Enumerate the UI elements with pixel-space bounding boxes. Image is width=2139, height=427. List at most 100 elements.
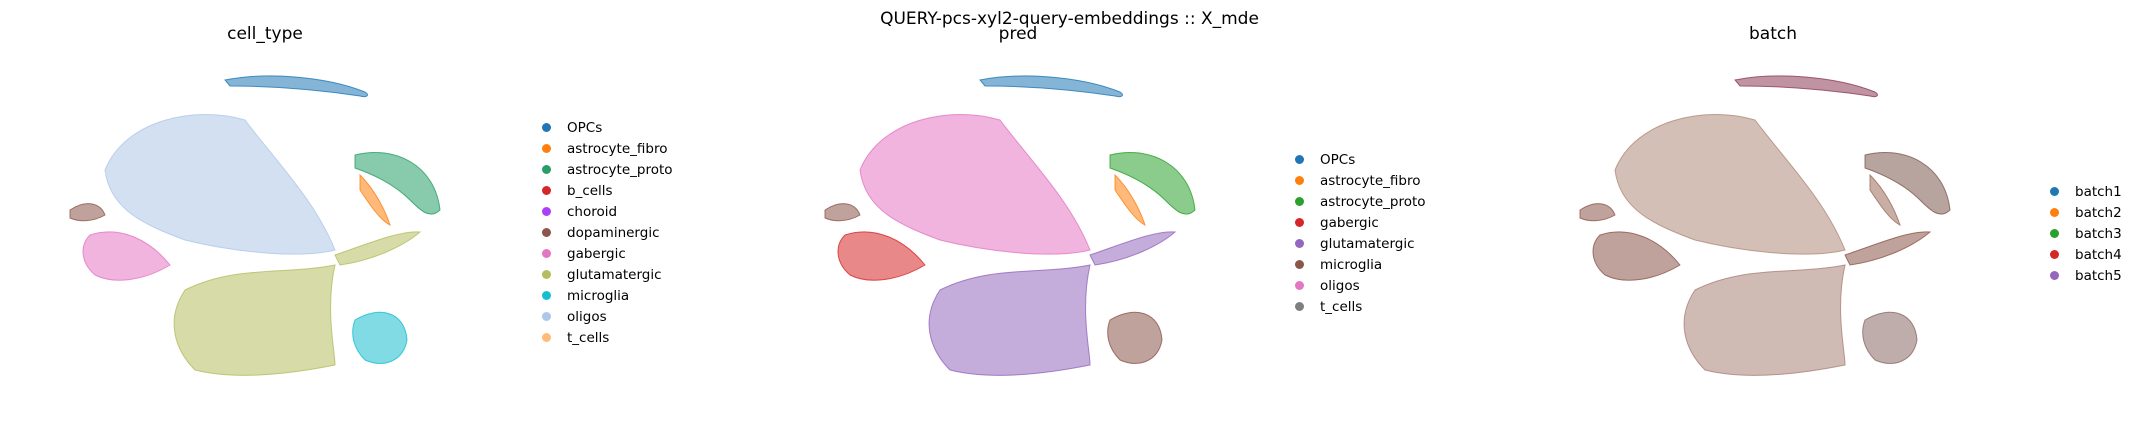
legend-label: t_cells: [567, 329, 610, 346]
legend-label: batch3: [2075, 225, 2122, 242]
legend-marker: [1295, 176, 1304, 185]
cluster-astro: [1864, 151, 1951, 215]
legend-label: batch2: [2075, 204, 2122, 221]
panel-title: batch: [1749, 24, 1797, 44]
legend-item: t_cells: [540, 327, 673, 348]
cluster-glut-branch: [1844, 231, 1932, 266]
legend-item: astrocyte_fibro: [1293, 170, 1426, 191]
cluster-gaba: [837, 231, 926, 281]
legend-label: t_cells: [1320, 298, 1363, 315]
legend: batch1 batch2 batch3 batch4 batch5: [2048, 181, 2122, 286]
legend-marker: [2050, 250, 2059, 259]
cluster-micro: [1107, 311, 1163, 364]
legend-marker: [542, 291, 551, 300]
legend-label: glutamatergic: [1320, 235, 1415, 252]
legend-marker: [1295, 218, 1304, 227]
cluster-oligos: [104, 114, 336, 255]
legend-marker: [1295, 302, 1304, 311]
cluster-astro-fibro: [1869, 173, 1901, 226]
legend-item: batch1: [2048, 181, 2122, 202]
legend-label: oligos: [1320, 277, 1360, 294]
legend-item: astrocyte_fibro: [540, 138, 673, 159]
legend-item: OPCs: [1293, 149, 1426, 170]
cluster-astro-fibro: [359, 173, 391, 226]
cluster-astro: [1109, 151, 1196, 215]
legend-item: gabergic: [540, 243, 673, 264]
panel-title: cell_type: [227, 24, 303, 44]
cluster-glut: [928, 264, 1091, 376]
legend-marker: [2050, 208, 2059, 217]
legend-item: oligos: [1293, 275, 1426, 296]
legend-label: choroid: [567, 203, 618, 220]
legend-item: choroid: [540, 201, 673, 222]
legend-label: gabergic: [567, 245, 626, 262]
cluster-micro: [352, 311, 408, 364]
legend-marker: [542, 333, 551, 342]
legend-item: t_cells: [1293, 296, 1426, 317]
cluster-dopa: [1579, 203, 1616, 222]
legend-label: OPCs: [1320, 151, 1356, 168]
legend-marker: [1295, 239, 1304, 248]
legend-item: glutamatergic: [540, 264, 673, 285]
legend-item: microglia: [1293, 254, 1426, 275]
legend-marker: [2050, 187, 2059, 196]
legend-label: astrocyte_proto: [567, 161, 673, 178]
legend-marker: [1295, 281, 1304, 290]
legend-marker: [542, 228, 551, 237]
cluster-astro-fibro: [1114, 173, 1146, 226]
legend-item: gabergic: [1293, 212, 1426, 233]
legend-item: astrocyte_proto: [540, 159, 673, 180]
embedding-plot: [69, 75, 441, 376]
legend-label: batch5: [2075, 267, 2122, 284]
legend-marker: [1295, 155, 1304, 164]
cluster-gaba: [1592, 231, 1681, 281]
legend-label: batch1: [2075, 183, 2122, 200]
cluster-dopa: [69, 203, 106, 222]
embedding-plot: [824, 75, 1196, 376]
legend-item: microglia: [540, 285, 673, 306]
legend-marker: [542, 165, 551, 174]
cluster-oligos: [1614, 114, 1846, 255]
legend-marker: [542, 123, 551, 132]
legend-item: dopaminergic: [540, 222, 673, 243]
legend-label: astrocyte_fibro: [1320, 172, 1421, 189]
legend-marker: [542, 207, 551, 216]
cluster-glut-branch: [1089, 231, 1177, 266]
legend-marker: [542, 186, 551, 195]
cluster-oligos: [859, 114, 1091, 255]
cluster-astro: [354, 151, 441, 215]
cluster-glut: [173, 264, 336, 376]
legend-marker: [1295, 260, 1304, 269]
legend-label: dopaminergic: [567, 224, 660, 241]
legend-marker: [542, 249, 551, 258]
legend-item: batch3: [2048, 223, 2122, 244]
cluster-opcs: [224, 75, 368, 98]
panel-title: pred: [998, 24, 1038, 44]
legend-label: astrocyte_proto: [1320, 193, 1426, 210]
legend-label: gabergic: [1320, 214, 1379, 231]
cluster-glut: [1683, 264, 1846, 376]
legend-label: microglia: [567, 287, 630, 304]
legend-item: batch5: [2048, 265, 2122, 286]
legend-label: batch4: [2075, 246, 2122, 263]
legend: OPCs astrocyte_fibro astrocyte_proto b_cell…: [540, 117, 673, 348]
legend-item: oligos: [540, 306, 673, 327]
cluster-opcs: [1734, 75, 1878, 98]
legend-label: oligos: [567, 308, 607, 325]
legend-marker: [2050, 229, 2059, 238]
legend-label: astrocyte_fibro: [567, 140, 668, 157]
legend-marker: [542, 312, 551, 321]
legend-label: b_cells: [567, 182, 613, 199]
cluster-gaba: [82, 231, 171, 281]
legend-item: batch4: [2048, 244, 2122, 265]
cluster-dopa: [824, 203, 861, 222]
legend-marker: [542, 144, 551, 153]
legend-item: b_cells: [540, 180, 673, 201]
legend-item: batch2: [2048, 202, 2122, 223]
legend-item: astrocyte_proto: [1293, 191, 1426, 212]
cluster-opcs: [979, 75, 1123, 98]
legend-marker: [2050, 271, 2059, 280]
legend-marker: [1295, 197, 1304, 206]
legend-label: OPCs: [567, 119, 603, 136]
